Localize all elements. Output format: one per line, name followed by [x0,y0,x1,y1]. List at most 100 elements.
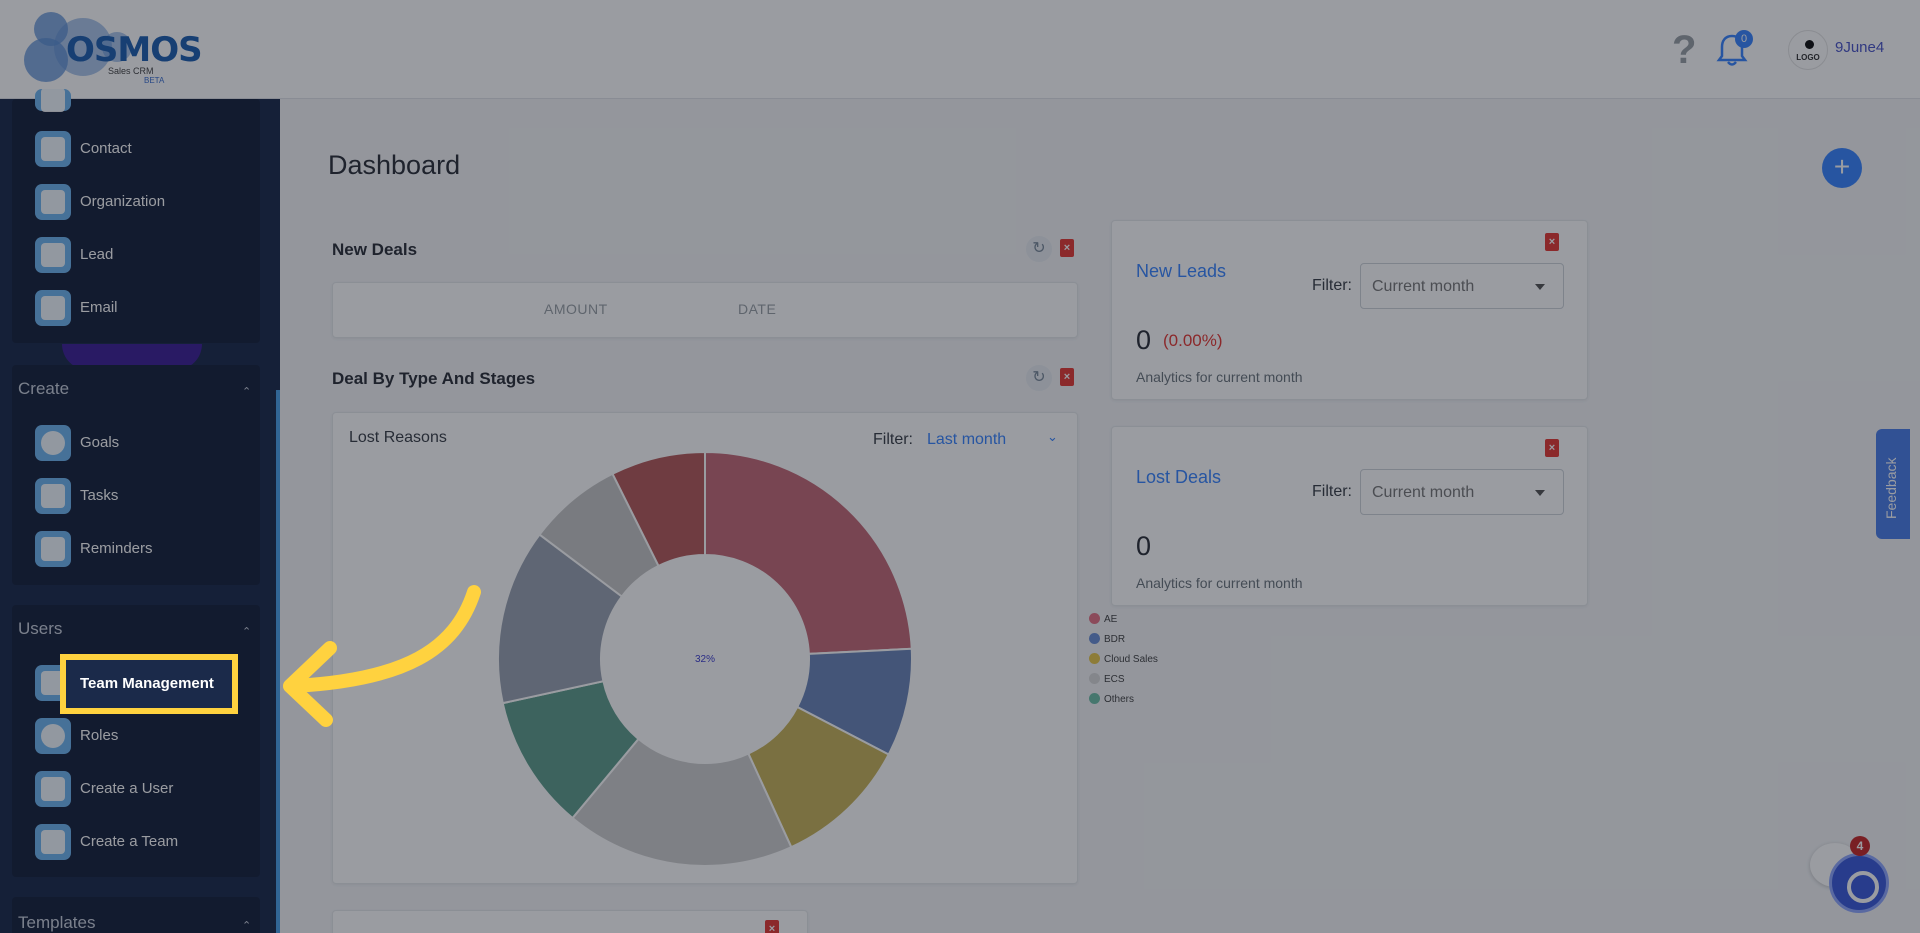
chevron-down-icon[interactable]: ⌄ [1047,429,1058,444]
caret-down-icon [1535,490,1545,496]
lead-icon [35,237,71,273]
sidebar: Contact Organization Lead Email Create ⌃… [0,88,280,933]
sidebar-item-label: Reminders [80,540,153,557]
sidebar-item-goals[interactable]: Goals [35,425,255,461]
logo-subtitle: Sales CRM [108,66,154,76]
logo-bubble [102,32,132,62]
notification-badge: 0 [1735,30,1753,48]
roles-icon [35,718,71,754]
create-team-glyph [41,830,65,854]
roles-glyph [41,724,65,748]
page-title: Dashboard [328,150,461,180]
legend-label: ECS [1104,674,1125,685]
donut-slice-3[interactable] [571,737,793,867]
new-leads-card: × New Leads Filter: Current month 0 (0.0… [1111,220,1588,400]
sidebar-item-label: Contact [80,140,132,157]
feedback-tab[interactable]: Feedback [1876,429,1910,539]
sidebar-item-reminders[interactable]: Reminders [35,531,255,567]
sidebar-item-label: Lead [80,246,114,263]
sidebar-item-tasks[interactable]: Tasks [35,478,255,514]
refresh-icon[interactable]: ↻ [1026,365,1052,391]
help-icon[interactable]: ? [1672,28,1697,72]
delete-icon[interactable]: × [765,920,779,933]
section-title-users[interactable]: Users [18,619,63,638]
legend-item-cloud-sales[interactable]: Cloud Sales [1089,653,1158,665]
add-widget-button[interactable]: + [1822,148,1862,188]
section-title-templates[interactable]: Templates [18,913,96,932]
sidebar-item-label: Create a User [80,780,174,797]
sidebar-scrollbar[interactable] [276,390,280,933]
tasks-glyph [41,484,65,508]
select-value: Current month [1372,484,1475,501]
legend-item-ae[interactable]: AE [1089,613,1117,625]
partial-nav-icon[interactable] [35,88,71,112]
delete-icon[interactable]: × [1545,439,1559,457]
donut-slice-0[interactable] [704,450,913,655]
delete-icon[interactable]: × [1545,233,1559,251]
chart-title: Lost Reasons [349,429,447,446]
chevron-up-icon[interactable]: ⌃ [242,920,252,932]
select-value: Current month [1372,278,1475,295]
sidebar-item-label: Roles [80,727,119,744]
new-leads-analytics: Analytics for current month [1136,369,1303,385]
contact-glyph [41,137,65,161]
column-header-date[interactable]: DATE [738,301,777,317]
lost-reasons-filter[interactable]: Last month [927,431,1007,448]
legend-label: BDR [1104,634,1126,645]
sidebar-item-roles[interactable]: Roles [35,718,255,754]
contact-icon [35,131,71,167]
column-header-amount[interactable]: AMOUNT [544,301,608,317]
delete-icon[interactable]: × [1060,239,1074,257]
goals-icon [35,425,71,461]
team-management-label[interactable]: Team Management [80,675,214,692]
filter-label: Filter: [1312,277,1352,294]
reminders-glyph [41,537,65,561]
legend-dot [1089,693,1100,704]
new-leads-filter-select[interactable]: Current month [1360,263,1564,309]
sidebar-item-email[interactable]: Email [35,290,255,326]
legend-item-bdr[interactable]: BDR [1089,633,1125,645]
email-glyph [41,296,65,320]
highlight-box [60,654,238,714]
sidebar-item-organization[interactable]: Organization [35,184,255,220]
tasks-icon [35,478,71,514]
donut-center-label: 32% [695,654,715,665]
chevron-up-icon[interactable]: ⌃ [242,626,252,638]
legend-dot [1089,653,1100,664]
new-leads-title[interactable]: New Leads [1136,261,1227,281]
filter-label: Filter: [1312,483,1352,500]
reminders-icon [35,531,71,567]
legend-label: Others [1104,694,1135,705]
legend-dot [1089,613,1100,624]
sidebar-item-lead[interactable]: Lead [35,237,255,273]
goals-glyph [41,431,65,455]
section-title-create[interactable]: Create [18,379,70,398]
sidebar-item-create-user[interactable]: Create a User [35,771,255,807]
new-leads-percent: (0.00%) [1163,331,1223,350]
partial-glyph [41,88,65,112]
user-avatar[interactable]: LOGO [1788,30,1828,70]
sidebar-item-label: Create a Team [80,833,179,850]
username[interactable]: 9June4 [1835,39,1885,56]
create-user-glyph [41,777,65,801]
lost-deals-title[interactable]: Lost Deals [1136,467,1222,487]
sidebar-item-create-team[interactable]: Create a Team [35,824,255,860]
chevron-up-icon[interactable]: ⌃ [242,386,252,398]
partial-widget-card [332,910,808,933]
lost-deals-filter-select[interactable]: Current month [1360,469,1564,515]
donut-slice-7[interactable] [611,450,706,568]
legend-item-ecs[interactable]: ECS [1089,673,1125,685]
chat-icon[interactable] [1829,853,1889,913]
legend-item-others[interactable]: Others [1089,693,1134,705]
chat-badge: 4 [1850,836,1870,856]
lost-deals-count: 0 [1136,531,1152,561]
refresh-icon[interactable]: ↻ [1026,236,1052,262]
logo-text: OSMOS [66,30,203,70]
sidebar-item-contact[interactable]: Contact [35,131,255,167]
lost-deals-analytics: Analytics for current month [1136,575,1303,591]
organization-glyph [41,190,65,214]
osmos-logo[interactable]: OSMOS Sales CRM BETA [24,8,203,92]
delete-icon[interactable]: × [1060,368,1074,386]
